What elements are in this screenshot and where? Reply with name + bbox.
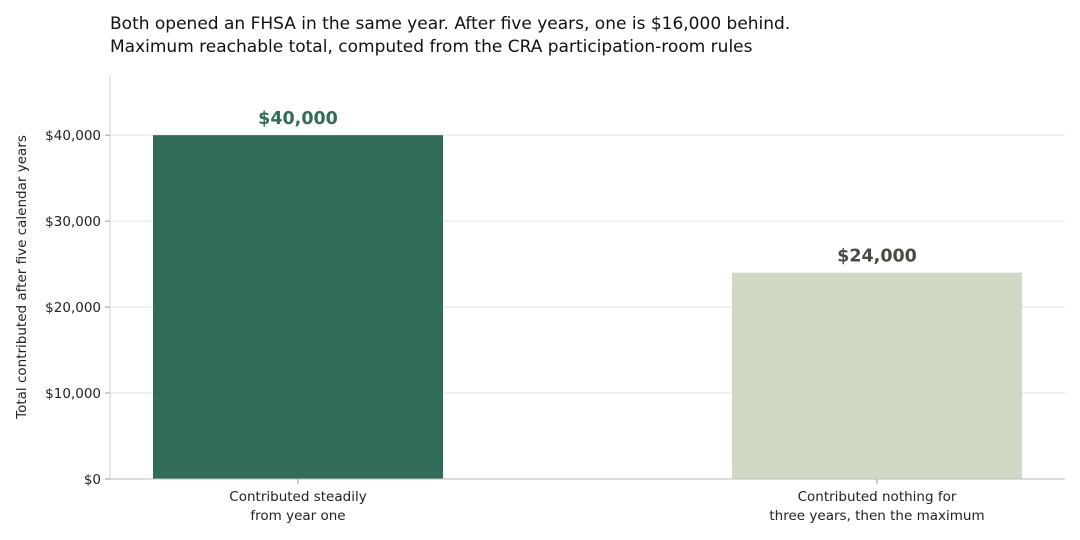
- x-tick-label: from year one: [250, 508, 345, 524]
- y-tick-label: $40,000: [45, 128, 101, 144]
- labels: $0 $10,000 $20,000 $30,000 $40,000 $40,000 Con…: [45, 109, 984, 524]
- axes: [105, 75, 1065, 484]
- chart-subtitle: Maximum reachable total, computed from t…: [110, 37, 753, 57]
- y-tick-label: $20,000: [45, 300, 101, 316]
- y-axis-label: Total contributed after five calendar ye…: [14, 135, 30, 420]
- x-tick-label: Contributed steadily: [229, 489, 366, 505]
- x-tick-label: Contributed nothing for: [798, 489, 957, 505]
- bar: [732, 272, 1022, 479]
- bar: [153, 135, 443, 479]
- y-tick-label: $30,000: [45, 214, 101, 230]
- x-tick-label: three years, then the maximum: [769, 508, 984, 524]
- bar-value-label: $24,000: [837, 247, 917, 267]
- y-tick-label: $10,000: [45, 386, 101, 402]
- bar-value-label: $40,000: [258, 109, 338, 129]
- y-tick-label: $0: [84, 472, 101, 488]
- chart-title: Both opened an FHSA in the same year. Af…: [110, 14, 791, 34]
- bars: [153, 135, 1022, 479]
